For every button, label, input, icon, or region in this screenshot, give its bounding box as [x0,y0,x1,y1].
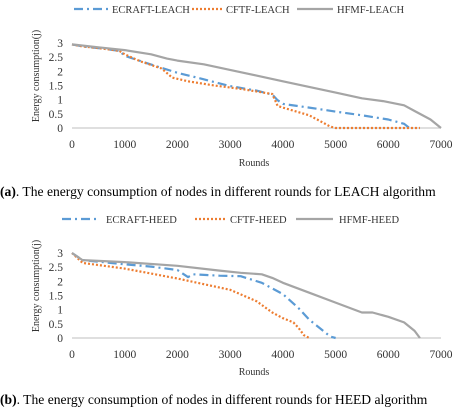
series-line-a-0 [71,43,411,129]
y-ticks-a: 0 0.5 1 1.5 2 2.5 3 [49,38,64,135]
caption-b-label: (b) [0,392,17,408]
legend-a-label-0: ECRAFT-LEACH [112,5,190,16]
x-tick-label-a-1: 1000 [113,139,136,151]
legend-b: ECRAFT-HEED CFTF-HEED HFMF-HEED [62,215,400,226]
y-tick-label-a-2: 1 [57,95,63,107]
x-tick-label-b-7: 7000 [430,349,453,361]
x-tick-label-b-4: 4000 [271,349,294,361]
caption-b: (b). The energy consumption of nodes in … [0,392,428,408]
chart-a: ECRAFT-LEACH CFTF-LEACH HFMF-LEACH 0 0.5 1… [31,5,453,169]
x-tick-label-a-2: 2000 [166,139,189,151]
y-tick-label-b-2: 1 [57,305,63,317]
x-tick-label-a-3: 3000 [219,139,242,151]
series-b [71,252,421,340]
legend-a: ECRAFT-LEACH CFTF-LEACH HFMF-LEACH [74,5,405,16]
y-tick-label-b-4: 2 [57,276,63,288]
caption-a-text: . The energy consumption of nodes in dif… [16,184,436,199]
x-tick-label-b-5: 5000 [324,349,347,361]
x-tick-label-a-4: 4000 [271,139,294,151]
series-a [71,43,442,130]
x-tick-label-b-0: 0 [69,349,75,361]
legend-b-label-1: CFTF-HEED [230,215,287,226]
x-axis-label-a: Rounds [239,158,270,169]
x-tick-label-a-0: 0 [69,139,75,151]
x-axis-label-b: Rounds [239,367,270,378]
series-line-a-1 [71,43,420,130]
caption-b-text: . The energy consumption of nodes in dif… [17,392,428,407]
y-tick-label-b-5: 2.5 [49,262,64,274]
y-axis-label-b: Energy consumption(j) [31,240,42,332]
series-line-b-2 [71,252,421,339]
x-tick-label-a-7: 7000 [430,139,453,151]
y-tick-label-b-6: 3 [57,248,63,260]
x-tick-label-b-6: 6000 [377,349,400,361]
legend-a-label-1: CFTF-LEACH [226,5,290,16]
x-tick-label-a-6: 6000 [377,139,400,151]
caption-a-label: (a) [0,184,16,200]
caption-a: (a). The energy consumption of nodes in … [0,184,436,200]
y-tick-label-a-3: 1.5 [49,81,64,93]
y-ticks-b: 0 0.5 1 1.5 2 2.5 3 [49,248,64,345]
x-tick-label-b-1: 1000 [113,349,136,361]
legend-b-label-2: HFMF-HEED [339,215,400,226]
x-ticks-b: 0 1000 2000 3000 4000 5000 6000 7000 [69,349,453,361]
y-tick-label-b-1: 0.5 [49,319,64,331]
x-tick-label-a-5: 5000 [324,139,347,151]
legend-b-label-0: ECRAFT-HEED [106,215,177,226]
y-tick-label-b-3: 1.5 [49,291,64,303]
y-tick-label-a-1: 0.5 [49,109,64,121]
legend-a-label-2: HFMF-LEACH [337,5,405,16]
chart-b: ECRAFT-HEED CFTF-HEED HFMF-HEED 0 0.5 1 1.5… [31,215,453,378]
x-ticks-a: 0 1000 2000 3000 4000 5000 6000 7000 [69,139,453,151]
series-line-b-1 [71,252,310,339]
series-line-b-0 [71,252,336,340]
y-axis-label-a: Energy consumption(j) [31,30,42,122]
y-tick-label-a-0: 0 [57,123,63,135]
x-tick-label-b-3: 3000 [219,349,242,361]
y-tick-label-a-6: 3 [57,38,63,50]
y-tick-label-a-5: 2.5 [49,52,64,64]
y-tick-label-b-0: 0 [57,333,63,345]
x-tick-label-b-2: 2000 [166,349,189,361]
series-line-a-2 [71,43,442,129]
y-tick-label-a-4: 2 [57,66,63,78]
